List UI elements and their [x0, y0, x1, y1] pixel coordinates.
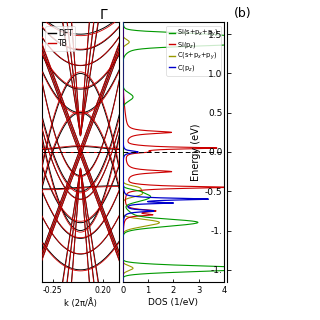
Legend: Si(s+p$_x$+p$_y$), Si(p$_z$), C(s+p$_x$+p$_y$), C(p$_z$): Si(s+p$_x$+p$_y$), Si(p$_z$), C(s+p$_x$+… [166, 26, 221, 76]
Text: (b): (b) [234, 7, 252, 20]
X-axis label: k (2π/Å): k (2π/Å) [64, 298, 97, 308]
Title: Γ: Γ [100, 8, 108, 22]
Legend: DFT, TB: DFT, TB [45, 26, 76, 51]
X-axis label: DOS (1/eV): DOS (1/eV) [148, 298, 198, 307]
Y-axis label: Energy (eV): Energy (eV) [190, 123, 201, 181]
